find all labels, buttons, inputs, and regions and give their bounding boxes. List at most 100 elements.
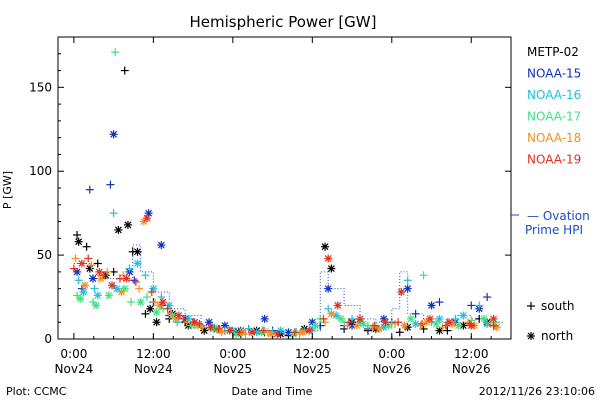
point-noaa-19-south bbox=[417, 319, 426, 328]
point-noaa-18-south bbox=[166, 309, 175, 318]
point-noaa-19-north bbox=[206, 323, 215, 332]
point-noaa-16-south bbox=[74, 276, 83, 285]
x-tick-label-date: Nov26 bbox=[372, 362, 411, 376]
point-metp-02-north bbox=[321, 242, 330, 251]
point-noaa-17-north bbox=[432, 319, 441, 328]
chart-title: Hemispheric Power [GW] bbox=[190, 13, 377, 31]
point-noaa-19-north bbox=[158, 298, 167, 307]
ovation-legend-line2: Prime HPI bbox=[525, 223, 583, 237]
point-noaa-16-south bbox=[109, 209, 118, 218]
point-noaa-19-south bbox=[214, 324, 223, 333]
point-noaa-19-south bbox=[370, 321, 379, 330]
point-metp-02-south bbox=[443, 326, 452, 335]
point-metp-02-south bbox=[395, 328, 404, 337]
point-noaa-16-north bbox=[459, 311, 468, 320]
point-noaa-18-north bbox=[352, 321, 361, 330]
legend-entry: NOAA-19 bbox=[527, 153, 581, 167]
point-noaa-15-north bbox=[73, 267, 82, 276]
point-noaa-18-south bbox=[343, 321, 352, 330]
point-noaa-15-south bbox=[411, 309, 420, 318]
x-tick-label-time: 12:00 bbox=[136, 347, 171, 361]
point-noaa-19-north bbox=[108, 281, 117, 290]
point-noaa-17-north bbox=[336, 314, 345, 323]
point-noaa-18-south bbox=[87, 261, 96, 270]
x-tick-label-time: 12:00 bbox=[295, 347, 330, 361]
point-noaa-19-north bbox=[356, 314, 364, 323]
point-noaa-19-north bbox=[77, 259, 86, 268]
point-noaa-16-south bbox=[475, 301, 484, 310]
point-metp-02-north bbox=[74, 237, 83, 246]
point-noaa-19-south bbox=[290, 328, 299, 337]
point-metp-02-south bbox=[93, 259, 102, 268]
point-metp-02-south bbox=[120, 66, 129, 75]
footer-timestamp: 2012/11/26 23:10:06 bbox=[479, 385, 595, 398]
point-noaa-15-north bbox=[324, 284, 333, 293]
x-tick-label-time: 0:00 bbox=[60, 347, 87, 361]
point-noaa-19-north bbox=[95, 267, 104, 276]
point-noaa-19-south bbox=[489, 321, 498, 330]
point-noaa-15-south bbox=[130, 276, 139, 285]
point-metp-02-south bbox=[82, 242, 91, 251]
y-tick-label: 0 bbox=[44, 332, 52, 346]
point-noaa-19-north bbox=[273, 329, 282, 338]
point-noaa-19-south bbox=[319, 314, 328, 323]
point-metp-02-south bbox=[73, 230, 82, 239]
point-noaa-19-north bbox=[143, 214, 152, 223]
point-noaa-19-north bbox=[174, 311, 183, 320]
point-noaa-19-north bbox=[305, 326, 314, 335]
point-noaa-18-south bbox=[321, 318, 330, 327]
y-tick-label: 150 bbox=[29, 80, 52, 94]
y-axis-label: P [GW] bbox=[1, 171, 14, 209]
point-noaa-17-south bbox=[143, 293, 152, 302]
point-noaa-15-south bbox=[106, 180, 115, 189]
point-noaa-19-south bbox=[147, 288, 156, 297]
point-noaa-17-north bbox=[311, 321, 320, 330]
point-noaa-18-north bbox=[298, 328, 307, 337]
point-noaa-17-north bbox=[454, 321, 463, 330]
marker-legend-north: north bbox=[527, 329, 573, 343]
point-noaa-18-south bbox=[368, 323, 377, 332]
point-noaa-19-south bbox=[84, 254, 93, 263]
point-noaa-19-north bbox=[445, 318, 454, 327]
point-noaa-16-south bbox=[125, 264, 134, 273]
point-noaa-19-north bbox=[190, 318, 199, 327]
point-metp-02-south bbox=[141, 309, 150, 318]
point-noaa-19-north bbox=[122, 274, 131, 283]
point-noaa-15-north bbox=[260, 314, 269, 323]
point-noaa-19-south bbox=[131, 277, 140, 286]
point-metp-02-north bbox=[200, 326, 209, 335]
ovation-legend-line1: — Ovation bbox=[527, 209, 590, 223]
point-metp-02-north bbox=[123, 220, 132, 229]
point-noaa-18-north bbox=[400, 321, 409, 330]
y-tick-label: 100 bbox=[29, 164, 52, 178]
legend-entry: NOAA-15 bbox=[527, 67, 581, 81]
point-metp-02-north bbox=[114, 225, 123, 234]
point-metp-02-north bbox=[133, 247, 142, 256]
point-noaa-18-north bbox=[327, 309, 336, 318]
legend: METP-02 NOAA-15 NOAA-16 NOAA-17 NOAA-18 NOAA-… bbox=[527, 45, 581, 167]
point-noaa-17-south bbox=[111, 48, 120, 57]
point-noaa-18-north bbox=[216, 326, 225, 335]
point-noaa-19-north bbox=[225, 326, 234, 335]
point-noaa-19-north bbox=[489, 314, 498, 323]
point-noaa-18-north bbox=[117, 288, 126, 297]
point-noaa-16-south bbox=[90, 284, 99, 293]
point-metp-02-north bbox=[327, 264, 336, 273]
point-noaa-16-north bbox=[133, 259, 142, 268]
point-noaa-19-south bbox=[235, 328, 244, 337]
point-noaa-15-north bbox=[403, 284, 412, 293]
point-noaa-15-north bbox=[109, 130, 118, 139]
point-noaa-17-north bbox=[479, 314, 488, 323]
x-axis-label: Date and Time bbox=[232, 385, 313, 398]
legend-entry: NOAA-17 bbox=[527, 110, 581, 124]
point-noaa-17-north bbox=[152, 308, 161, 317]
point-noaa-15-south bbox=[85, 185, 94, 194]
point-metp-02-north bbox=[146, 304, 155, 313]
point-noaa-18-north bbox=[81, 281, 90, 290]
x-tick-label-date: Nov25 bbox=[293, 362, 332, 376]
point-noaa-18-south bbox=[150, 298, 159, 307]
point-noaa-16-north bbox=[93, 291, 102, 300]
point-noaa-19-south bbox=[344, 318, 353, 327]
footer-plot-source: Plot: CCMC bbox=[6, 385, 67, 398]
